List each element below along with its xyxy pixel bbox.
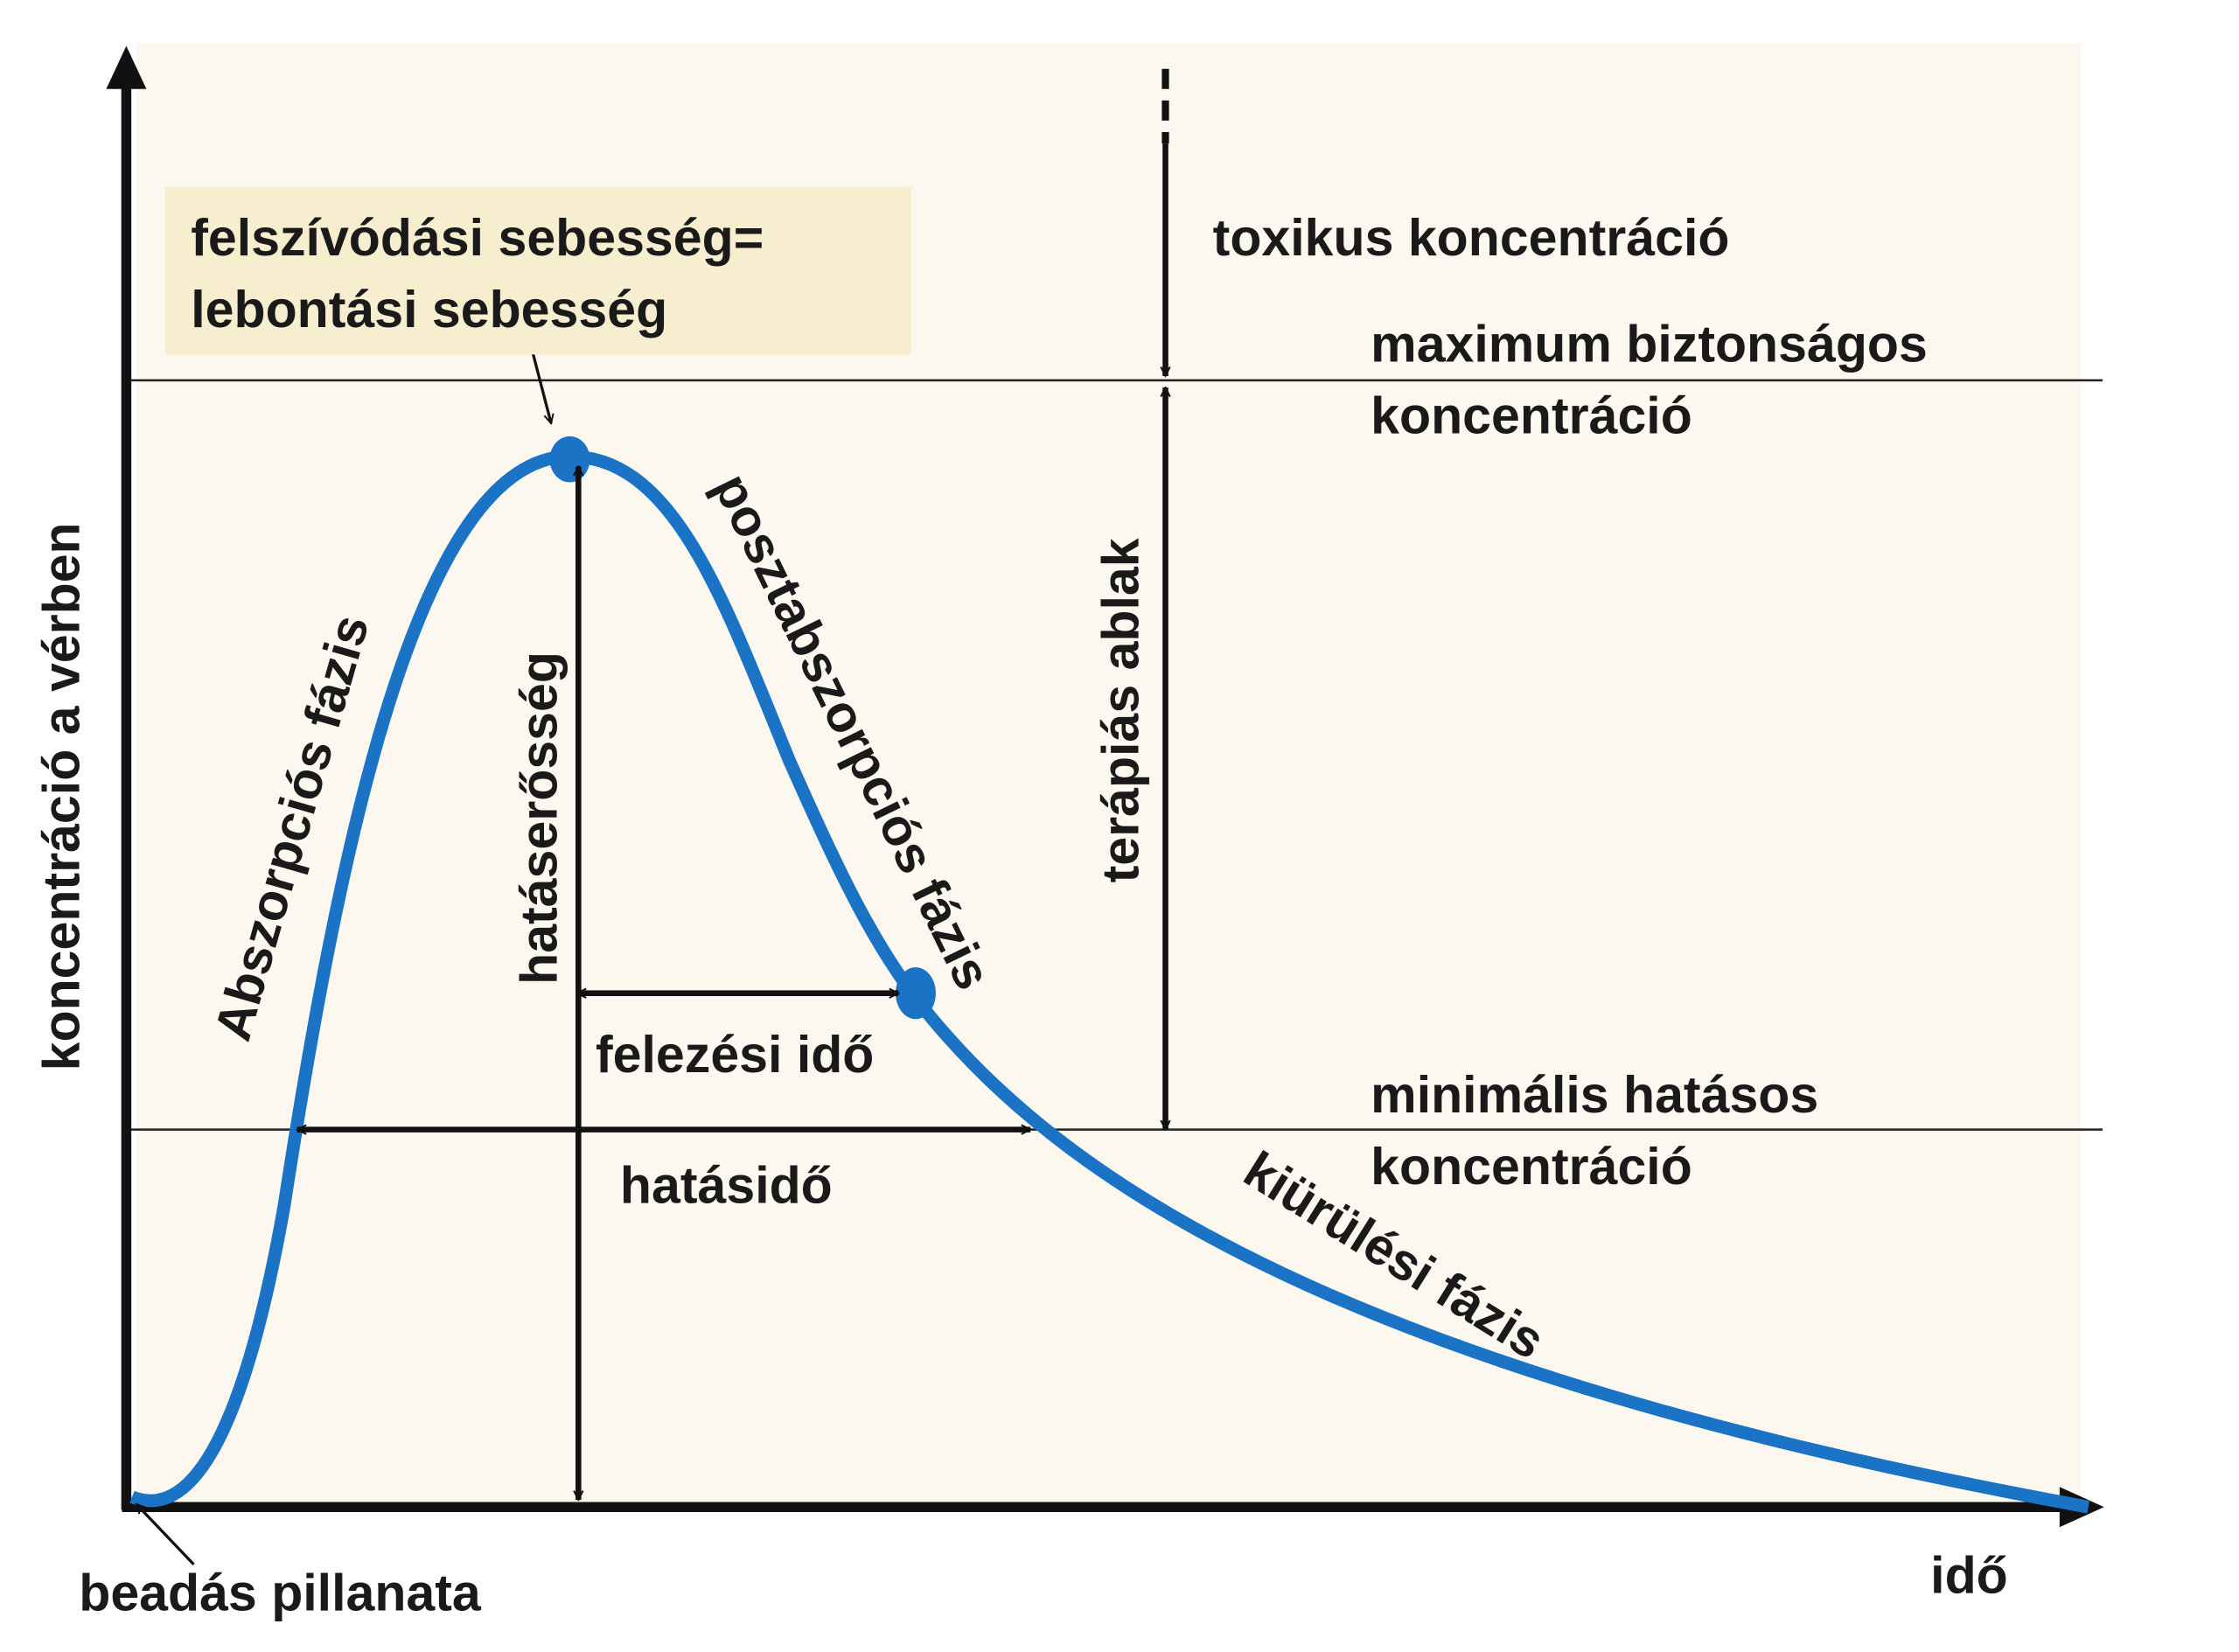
peak-note-line: lebontási sebesség — [191, 281, 667, 338]
peak-note-pointer — [531, 351, 551, 423]
peak-note-box — [164, 186, 912, 355]
half-life-label: felezési idő — [596, 1026, 874, 1084]
duration-label: hatásidő — [620, 1156, 833, 1214]
toxic-label: toxikus koncentráció — [1213, 209, 1730, 267]
intensity-label: hatáserősség — [511, 652, 568, 985]
min-effective-label: minimális hatásos — [1371, 1066, 1818, 1124]
y-axis-label: koncentráció a vérben — [32, 522, 90, 1070]
half-life-point — [896, 967, 936, 1020]
min-effective-label: koncentráció — [1371, 1138, 1692, 1195]
origin-label: beadás pillanata — [79, 1564, 482, 1621]
y-axis-arrow — [106, 45, 147, 89]
max-safe-label: koncentráció — [1371, 387, 1692, 445]
peak-point — [549, 436, 590, 483]
origin-pointer — [136, 1504, 195, 1566]
max-safe-label: maximum biztonságos — [1371, 316, 1928, 373]
concentration-curve — [129, 450, 2090, 1514]
x-axis-label: idő — [1930, 1547, 2008, 1605]
peak-note-line: felszívódási sebesség= — [191, 209, 764, 267]
therapeutic-window-label: terápiás ablak — [1092, 538, 1149, 882]
